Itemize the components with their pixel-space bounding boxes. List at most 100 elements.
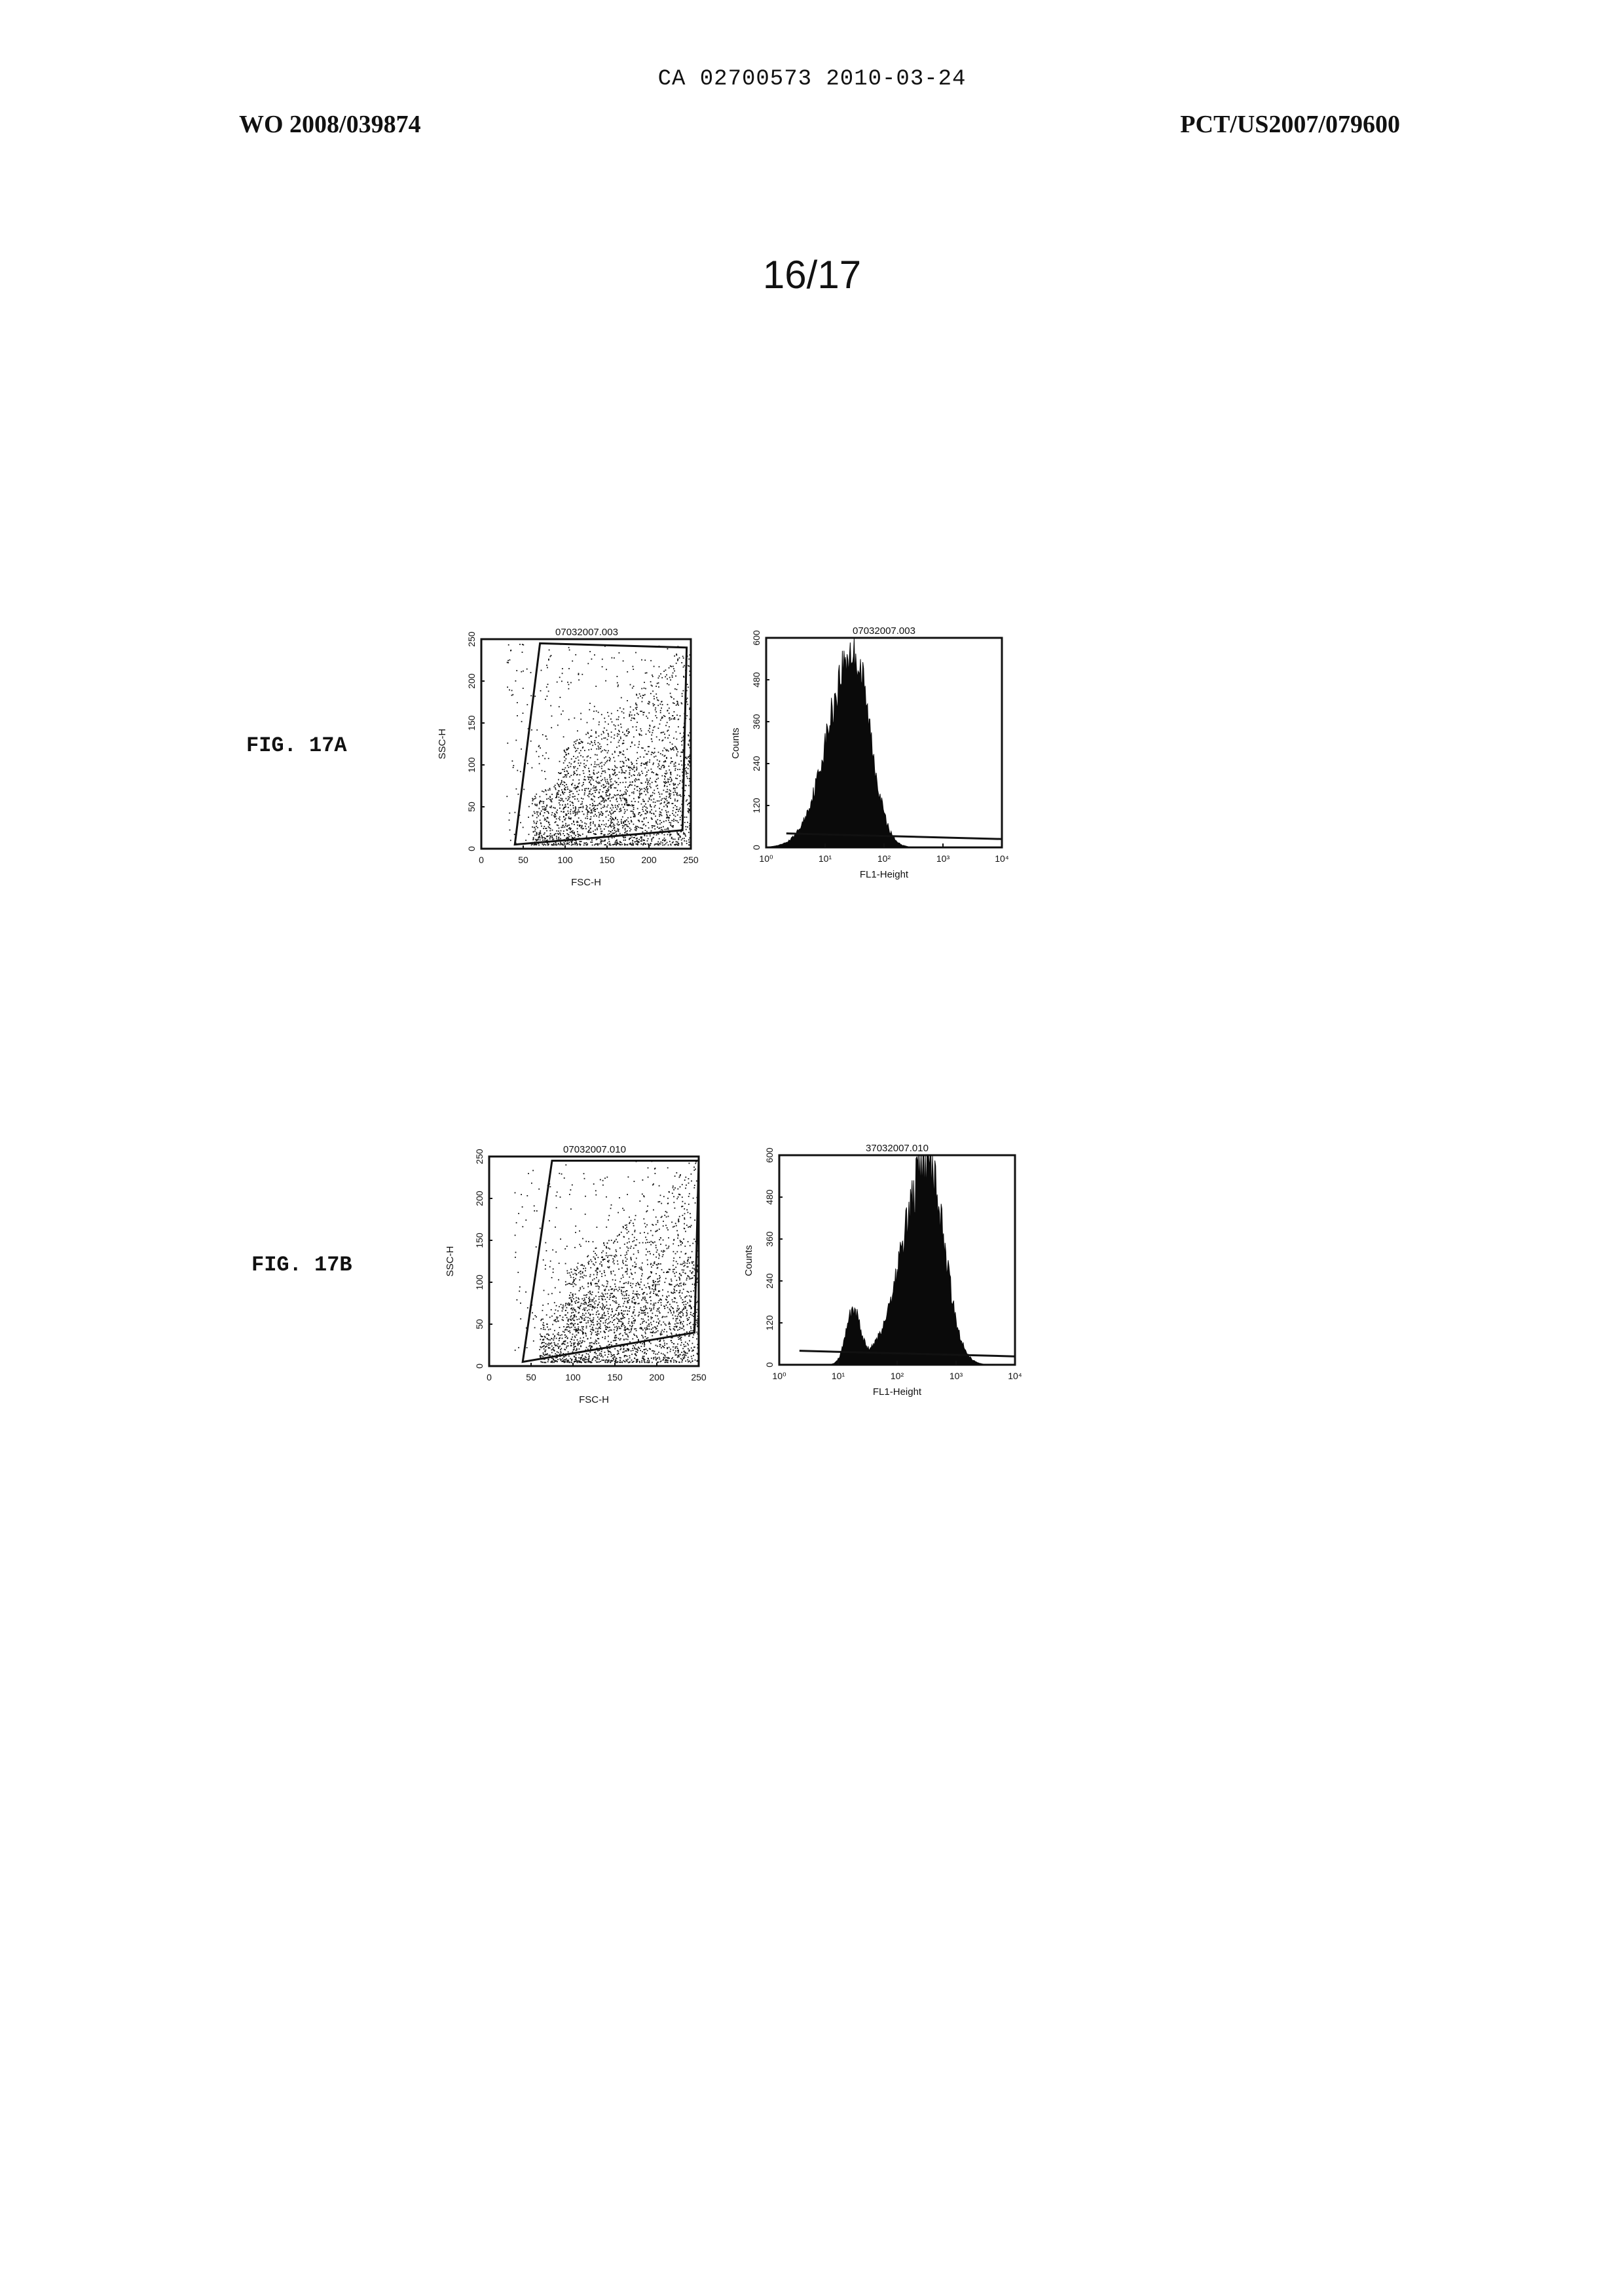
scatter-point [568, 753, 569, 754]
scatter-point [519, 644, 521, 645]
scatter-point [562, 1358, 563, 1360]
scatter-point [676, 739, 678, 740]
scatter-point [638, 798, 640, 799]
scatter-point [689, 718, 690, 720]
scatter-point [593, 1297, 595, 1299]
scatter-point [568, 668, 570, 669]
scatter-point [675, 1348, 676, 1349]
scatter-point [664, 1282, 665, 1283]
scatter-point [621, 819, 622, 821]
scatter-point [522, 1206, 523, 1208]
scatter-point [619, 1281, 621, 1282]
scatter-point [563, 845, 564, 846]
scatter-point [534, 1315, 536, 1316]
scatter-point [647, 1303, 648, 1304]
scatter-point [574, 741, 575, 743]
scatter-point [588, 749, 589, 750]
scatter-point [675, 768, 676, 769]
scatter-point [618, 1212, 619, 1213]
scatter-point [595, 1190, 597, 1191]
scatter-point [684, 817, 686, 818]
scatter-point [682, 1264, 683, 1265]
scatter-point [588, 826, 589, 828]
scatter-point [550, 1329, 551, 1330]
scatter-point [526, 669, 528, 670]
scatter-point [644, 1312, 645, 1314]
scatter-point [567, 765, 568, 766]
scatter-point [536, 1246, 537, 1248]
scatter-point [564, 807, 565, 808]
scatter-point [648, 801, 649, 802]
scatter-point [583, 763, 585, 764]
scatter-point [585, 734, 587, 735]
scatter-point [678, 1286, 679, 1287]
scatter-point [627, 1334, 628, 1335]
scatter-point [575, 1225, 576, 1227]
scatter-point [556, 838, 557, 839]
scatter-point [557, 809, 558, 811]
scatter-point [625, 828, 626, 829]
scatter-point [646, 790, 648, 792]
scatter-point [565, 1341, 566, 1342]
scatter-point [675, 812, 676, 813]
scatter-point [541, 1356, 542, 1357]
scatter-point [549, 807, 551, 808]
scatter-point [603, 737, 604, 739]
scatter-point [577, 1361, 578, 1362]
scatter-point [589, 1306, 591, 1307]
scatter-point [652, 782, 653, 783]
scatter-point [615, 842, 616, 843]
scatter-point [648, 844, 649, 845]
scatter-point [604, 770, 606, 771]
scatter-point [667, 815, 668, 817]
scatter-point [578, 783, 580, 785]
scatter-point [591, 764, 592, 766]
scatter-point [679, 657, 680, 659]
scatter-point [686, 772, 687, 773]
scatter-point [606, 790, 607, 791]
scatter-point [691, 1296, 692, 1297]
scatter-point [632, 1361, 633, 1363]
scatter-point [536, 811, 538, 813]
scatter-point [584, 1310, 585, 1311]
scatter-point [587, 813, 588, 815]
scatter-point [556, 1305, 557, 1306]
scatter-point [570, 805, 571, 806]
scatter-point [635, 707, 637, 709]
scatter-point [565, 758, 566, 760]
scatter-point [655, 1284, 656, 1286]
scatter-point [546, 665, 547, 666]
scatter-point [632, 688, 633, 689]
scatter-point [624, 733, 625, 735]
scatter-point [608, 1331, 610, 1332]
scatter-point [692, 1268, 693, 1269]
scatter-point [614, 761, 616, 762]
scatter-point [574, 1356, 575, 1357]
scatter-point [621, 697, 622, 699]
scatter-point [666, 782, 667, 783]
scatter-point [650, 1244, 652, 1246]
scatter-point [532, 800, 534, 802]
scatter-point [595, 744, 596, 745]
scatter-point [585, 1302, 587, 1303]
scatter-point [621, 711, 623, 713]
scatter-point [633, 1291, 634, 1292]
scatter-point [594, 1352, 595, 1354]
scatter-point [677, 1305, 678, 1306]
scatter-point [649, 725, 650, 726]
scatter-point [635, 816, 636, 817]
scatter-point [555, 1360, 556, 1361]
scatter-point [689, 825, 690, 826]
scatter-point [584, 1358, 585, 1359]
scatter-point [612, 1297, 614, 1298]
scatter-point [673, 698, 674, 699]
scatter-point [560, 800, 561, 802]
scatter-point [678, 839, 679, 840]
scatter-point [602, 813, 604, 815]
scatter-point [627, 830, 628, 832]
scatter-point [626, 1295, 627, 1296]
scatter-point [664, 733, 665, 735]
scatter-point [541, 811, 542, 812]
scatter-point [677, 833, 678, 834]
scatter-point [629, 1276, 630, 1278]
